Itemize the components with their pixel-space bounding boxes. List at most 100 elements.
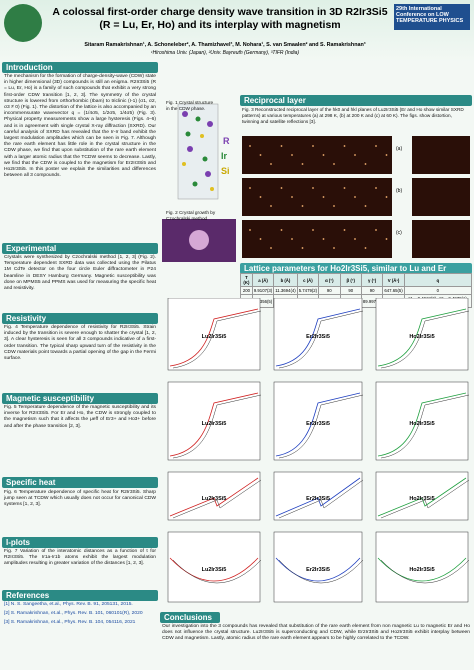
panel-label: Ho2Ir3Si5 xyxy=(409,334,434,340)
panel-label: Ho2Ir3Si5 xyxy=(409,421,434,427)
panel-label: Er2Ir3Si5 xyxy=(306,567,330,573)
legend-label: R xyxy=(223,136,230,146)
caption: Fig. 1 Crystal structure in the CDW phas… xyxy=(166,100,214,111)
body-text: Fig. 6 Temperature dependence of specifi… xyxy=(4,490,156,508)
reflection xyxy=(343,187,346,189)
diffraction-image xyxy=(412,136,470,174)
header-cell: α (°) xyxy=(318,273,341,287)
table-cell: 11.3694(4) xyxy=(273,286,298,295)
reflection xyxy=(301,163,304,165)
section-header: Introduction xyxy=(2,62,158,73)
plot-curve xyxy=(380,479,470,519)
reflection xyxy=(312,145,314,147)
reflection xyxy=(333,205,335,207)
reflection xyxy=(364,205,367,207)
diffraction-image xyxy=(412,178,470,216)
plot-curve xyxy=(169,392,259,457)
table-row: 200 9.9107(3) 11.3694(4) 5.7479(2) 90 90 90 647… xyxy=(240,286,473,295)
header-cell: V (Å³) xyxy=(382,273,405,287)
plot-curve xyxy=(172,559,262,584)
plot-curve xyxy=(278,394,364,459)
table-cell: 90 xyxy=(318,286,341,295)
figure-1-2: R Ir Si xyxy=(162,103,236,262)
reflection xyxy=(259,238,262,240)
reflection xyxy=(375,229,377,231)
reflection xyxy=(385,196,388,198)
reflection xyxy=(343,229,346,231)
reflection xyxy=(259,196,262,198)
reference: [2] S. Ramakrishnan, et.al., Phys. Rev. … xyxy=(4,611,143,617)
plot-curve xyxy=(377,392,467,457)
reflection xyxy=(280,145,283,147)
conference: 29th International Conference on LOW TEM… xyxy=(394,4,470,30)
authors: Sitaram Ramakrishnan¹, A. Schoneleber², … xyxy=(84,42,366,48)
diffraction-images: (a) (b) (c) xyxy=(242,136,470,258)
caption: Fig. 2 Crystal growth by Czochralski met… xyxy=(166,210,216,221)
reflection xyxy=(312,187,314,189)
plot-frame xyxy=(167,381,261,461)
table-cell: 90 xyxy=(339,286,362,295)
plot-frame xyxy=(167,471,261,521)
table-cell: 647.65(5) xyxy=(382,286,405,295)
reflection xyxy=(364,163,367,165)
header-cell: γ (°) xyxy=(360,273,384,287)
header-cell: b (Å) xyxy=(273,273,298,287)
plot-curve xyxy=(172,394,262,459)
reflection xyxy=(280,229,283,231)
reflection xyxy=(301,205,304,207)
reflection xyxy=(364,247,367,249)
plot-frame xyxy=(167,298,261,371)
legend-label: Ir xyxy=(221,151,228,161)
section-header: Specific heat xyxy=(2,477,158,488)
reflection xyxy=(385,154,388,156)
table-cell: 200 xyxy=(240,286,253,295)
plot-curve xyxy=(278,559,364,584)
reference: [3] S. Ramakrishnan, et.al., Phys. Rev. … xyxy=(4,620,136,626)
panel-label: Lu2Ir3Si5 xyxy=(202,567,227,573)
plot-curve xyxy=(275,392,361,457)
reflection xyxy=(343,145,346,147)
plot-curve xyxy=(380,559,470,584)
affiliations: ¹Hiroshima Univ. (Japan), ²Univ. Bayreut… xyxy=(150,50,300,56)
panel-label: Ho2Ir3Si5 xyxy=(409,567,434,573)
header-cell: T (K) xyxy=(240,273,253,287)
reflection xyxy=(270,247,272,249)
reflection xyxy=(375,145,377,147)
diffraction-image xyxy=(242,178,392,216)
reflection xyxy=(270,163,272,165)
panel-label: Er2Ir3Si5 xyxy=(306,334,330,340)
plot-frame xyxy=(273,381,363,461)
diffraction-image xyxy=(242,220,392,258)
diffraction-image xyxy=(242,136,392,174)
reference-list: [1] N. S. Sangeetha, et.al., Phys. Rev. … xyxy=(4,602,156,630)
panel-label: (a) xyxy=(396,146,402,152)
plot-curve xyxy=(172,479,262,519)
plot-curve xyxy=(275,477,361,517)
header-cell: c (Å) xyxy=(296,273,320,287)
section-header: Resistivity xyxy=(2,313,158,324)
reflection xyxy=(291,238,293,240)
body-text: The mechanism for the formation of charg… xyxy=(4,74,156,179)
plot-curve xyxy=(380,394,470,459)
reflection xyxy=(312,229,314,231)
title: A colossal first-order charge density wa… xyxy=(52,6,388,31)
reflection xyxy=(322,154,325,156)
body-text: Fig. 7 Variation of the interatomic dist… xyxy=(4,549,156,567)
reflection xyxy=(354,154,356,156)
reflection xyxy=(259,154,262,156)
plot-curve xyxy=(278,310,364,369)
reflection xyxy=(385,238,388,240)
header-row: T (K) a (Å) b (Å) c (Å) α (°) β (°) γ (°) V (Å³… xyxy=(240,273,473,287)
plot-curve xyxy=(377,477,467,517)
header-cell: q xyxy=(403,273,473,287)
section-header: Magnetic susceptibility xyxy=(2,393,158,404)
header-cell: β (°) xyxy=(339,273,362,287)
reflection xyxy=(270,205,272,207)
table-title: Lattice parameters for Ho2Ir3Si5, simila… xyxy=(240,263,472,274)
reflection xyxy=(249,145,251,147)
body-text: Fig. 4 Temperature dependence of resisti… xyxy=(4,325,156,362)
reflection xyxy=(249,187,251,189)
panel-label: Lu2Ir3Si5 xyxy=(202,334,227,340)
plot-frame xyxy=(375,298,469,371)
